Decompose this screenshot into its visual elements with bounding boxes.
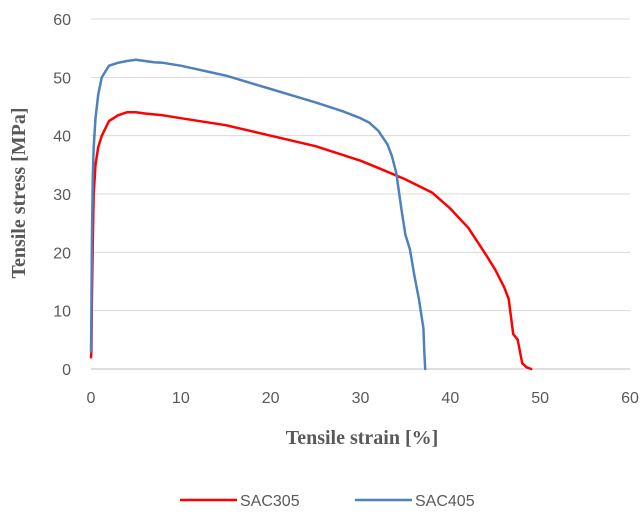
x-tick-label: 20 xyxy=(262,390,280,407)
legend-label-sac405: SAC405 xyxy=(415,493,475,510)
tick-labels: 0 10 20 30 40 50 60 0 10 20 30 40 50 60 xyxy=(53,12,639,407)
x-axis-title: Tensile strain [%] xyxy=(286,427,439,449)
x-tick-label: 30 xyxy=(352,390,370,407)
y-tick-label: 60 xyxy=(53,12,71,29)
x-tick-label: 10 xyxy=(172,390,190,407)
series-lines xyxy=(89,58,533,371)
y-tick-label: 20 xyxy=(53,245,71,262)
y-tick-label: 10 xyxy=(53,304,71,321)
legend-label-sac305: SAC305 xyxy=(240,493,300,510)
x-tick-label: 40 xyxy=(441,390,459,407)
series-line-sac305 xyxy=(89,111,533,371)
x-tick-label: 50 xyxy=(531,390,549,407)
series-line-sac405 xyxy=(89,58,427,371)
gridlines xyxy=(91,18,630,312)
legend: SAC305 SAC405 xyxy=(180,493,475,510)
x-tick-label: 60 xyxy=(621,390,639,407)
y-tick-label: 0 xyxy=(62,362,71,379)
x-tick-label: 0 xyxy=(87,390,96,407)
y-axis-title: Tensile stress [MPa] xyxy=(8,107,30,278)
y-tick-label: 30 xyxy=(53,187,71,204)
y-tick-label: 40 xyxy=(53,129,71,146)
y-tick-label: 50 xyxy=(53,70,71,87)
